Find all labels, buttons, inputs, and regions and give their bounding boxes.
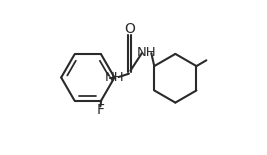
Text: NH: NH	[105, 71, 124, 84]
Text: F: F	[97, 104, 105, 117]
Text: O: O	[124, 22, 135, 36]
Text: NH: NH	[137, 46, 156, 59]
